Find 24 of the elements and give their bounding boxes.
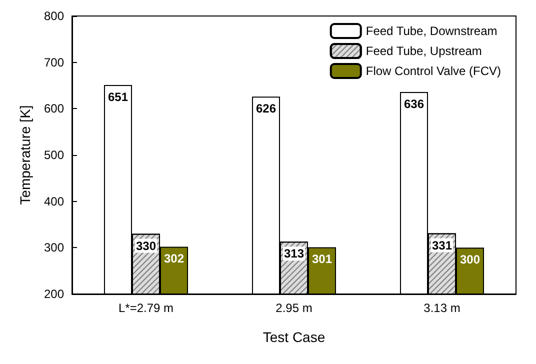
data-label: 301 (312, 252, 332, 266)
data-label: 330 (136, 238, 156, 253)
data-label: 302 (164, 252, 184, 266)
data-label: 636 (404, 96, 424, 111)
x-tick-label: L*=2.79 m (118, 301, 174, 315)
y-tick-label: 300 (44, 240, 64, 255)
y-tick-label: 400 (44, 194, 64, 208)
data-label: 300 (460, 252, 480, 267)
y-tick-label: 700 (44, 55, 64, 70)
legend-label: Flow Control Valve (FCV) (366, 64, 502, 78)
data-label: 651 (108, 90, 128, 104)
legend-label: Feed Tube, Downstream (366, 24, 498, 38)
data-label: 331 (432, 238, 452, 252)
y-axis-title: Temperature [K] (17, 105, 33, 205)
y-tick-label: 800 (44, 9, 64, 23)
x-tick-label: 2.95 m (276, 301, 312, 315)
y-tick-label: 500 (44, 148, 64, 162)
data-label: 313 (284, 246, 304, 261)
x-tick-label: 3.13 m (424, 301, 460, 315)
y-tick-label: 200 (44, 287, 64, 301)
data-label: 626 (256, 102, 276, 116)
x-axis-title: Test Case (262, 329, 326, 345)
y-tick-label: 600 (44, 102, 64, 116)
legend-label: Feed Tube, Upstream (366, 44, 482, 58)
